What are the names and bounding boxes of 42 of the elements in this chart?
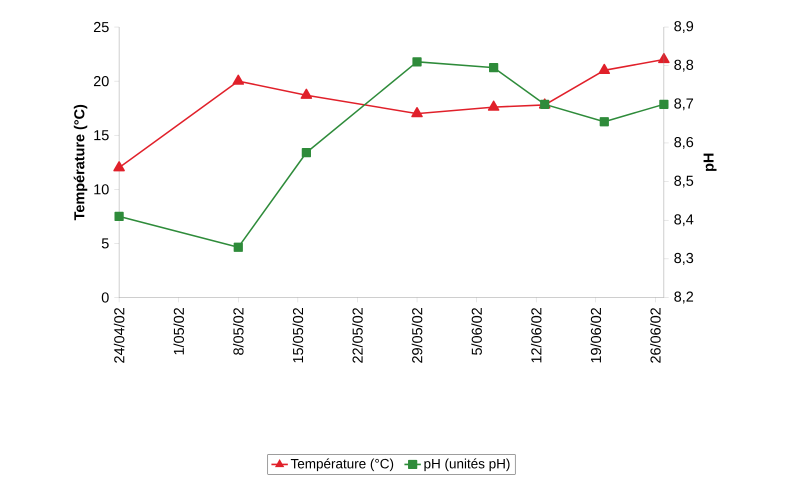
x-tick-label: 19/06/02	[590, 308, 602, 363]
point	[302, 148, 311, 158]
point	[300, 88, 312, 99]
y2-tick-label: 8,5	[674, 176, 694, 188]
point	[411, 107, 423, 118]
x-tick-label: 26/06/02	[650, 308, 661, 363]
point	[659, 100, 668, 110]
y2-tick-label: 8,4	[674, 214, 694, 226]
point	[412, 57, 422, 67]
x-tick-label: 24/04/02	[114, 308, 124, 363]
legend-label: Température (°C)	[290, 458, 394, 472]
y2-tick-label: 8,9	[674, 21, 694, 34]
point	[489, 63, 498, 72]
y-tick-label: 20	[94, 76, 109, 86]
y2-tick-label: 8,7	[674, 98, 694, 110]
x-tick-label: 22/05/02	[352, 308, 363, 363]
x-tick-label: 15/05/02	[292, 308, 304, 363]
point	[600, 117, 609, 126]
y2-tick-label: 8,6	[674, 137, 694, 150]
y-tick-label: 15	[94, 130, 109, 140]
point	[488, 100, 500, 111]
x-tick-label: 8/05/02	[232, 308, 244, 355]
y-axis-title: Température (°C)	[74, 105, 88, 220]
y2-axis-title: pH	[704, 154, 717, 172]
legend-label: pH (unités pH)	[424, 458, 510, 472]
y-tick-label: 25	[94, 22, 109, 32]
point	[234, 242, 243, 252]
x-tick-label: 12/06/02	[530, 308, 542, 363]
x-tick-label: 1/05/02	[173, 308, 184, 354]
y-tick-label: 0	[102, 292, 109, 303]
y-tick-label: 5	[102, 238, 109, 249]
point	[232, 74, 244, 85]
x-tick-label: 29/05/02	[412, 308, 422, 363]
y2-tick-label: 8,3	[674, 252, 694, 265]
point	[114, 212, 124, 222]
x-tick-label: 5/06/02	[471, 308, 482, 356]
point	[598, 64, 610, 74]
y-tick-label: 10	[94, 184, 109, 195]
point	[658, 53, 670, 64]
y2-tick-label: 8,2	[674, 292, 694, 304]
point	[113, 161, 125, 172]
y2-tick-label: 8,8	[674, 60, 694, 72]
